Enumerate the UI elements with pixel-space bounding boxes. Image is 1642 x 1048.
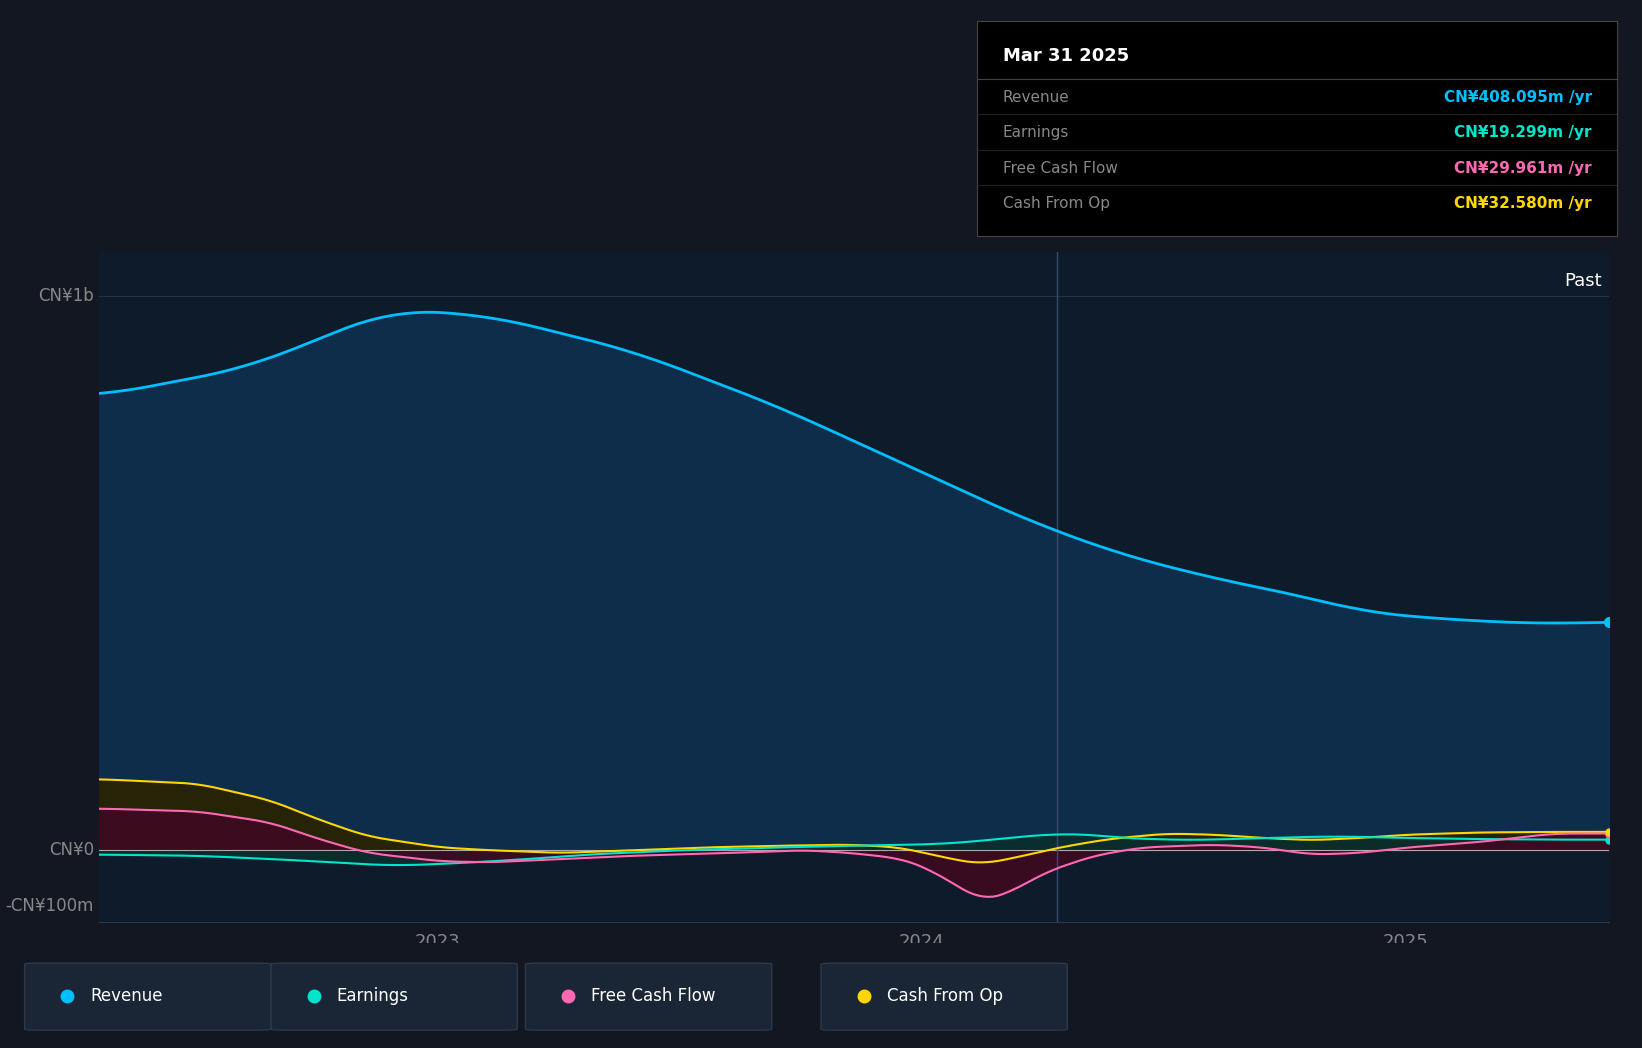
FancyBboxPatch shape — [525, 963, 772, 1030]
Text: Earnings: Earnings — [1003, 125, 1069, 140]
Text: Cash From Op: Cash From Op — [1003, 196, 1110, 211]
FancyBboxPatch shape — [271, 963, 517, 1030]
Text: Cash From Op: Cash From Op — [887, 986, 1003, 1005]
Text: Revenue: Revenue — [1003, 90, 1069, 105]
Text: CN¥19.299m /yr: CN¥19.299m /yr — [1455, 125, 1591, 140]
Text: Earnings: Earnings — [337, 986, 409, 1005]
Text: CN¥0: CN¥0 — [49, 842, 94, 859]
Text: Free Cash Flow: Free Cash Flow — [1003, 160, 1118, 176]
FancyBboxPatch shape — [25, 963, 271, 1030]
Text: CN¥32.580m /yr: CN¥32.580m /yr — [1455, 196, 1591, 211]
Text: CN¥408.095m /yr: CN¥408.095m /yr — [1443, 90, 1591, 105]
Text: -CN¥100m: -CN¥100m — [5, 897, 94, 915]
Text: CN¥1b: CN¥1b — [38, 287, 94, 305]
Text: Mar 31 2025: Mar 31 2025 — [1003, 47, 1128, 65]
Text: CN¥29.961m /yr: CN¥29.961m /yr — [1455, 160, 1591, 176]
Text: Past: Past — [1563, 271, 1601, 289]
FancyBboxPatch shape — [821, 963, 1067, 1030]
Text: Free Cash Flow: Free Cash Flow — [591, 986, 716, 1005]
Text: Revenue: Revenue — [90, 986, 163, 1005]
